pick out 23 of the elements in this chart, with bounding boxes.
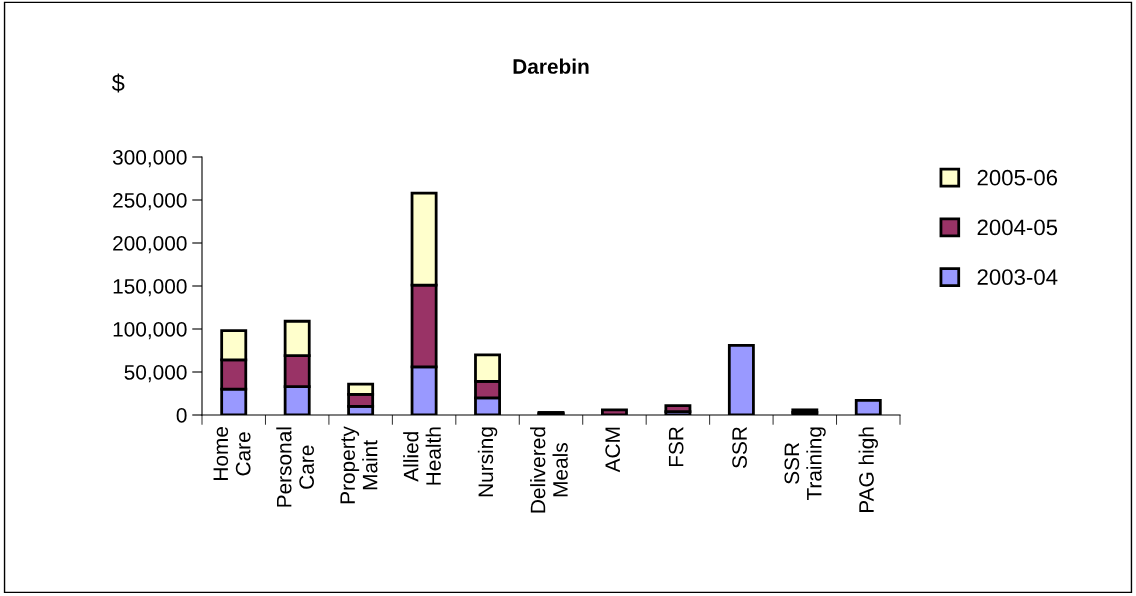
x-tick-label: ACM bbox=[605, 427, 621, 473]
chart-title: Darebin bbox=[513, 58, 589, 74]
x-tick-label: Nursing bbox=[477, 427, 498, 497]
x-tick-label: Home Care bbox=[213, 427, 251, 480]
x-tick-label: PAG high bbox=[858, 427, 878, 513]
y-tick-label: 50,000 bbox=[124, 365, 187, 383]
x-tick-label: Property Maint bbox=[340, 426, 378, 504]
x-tick-label: FSR bbox=[668, 427, 684, 467]
x-tick-label: SSR Training bbox=[784, 427, 826, 501]
x-tick-label: Personal Care bbox=[276, 427, 314, 507]
y-tick-label: 300,000 bbox=[112, 150, 187, 168]
legend-label: 2003-04 bbox=[977, 269, 1058, 285]
y-tick-label: 250,000 bbox=[113, 193, 187, 211]
x-tick-label: Delivered Meals bbox=[530, 427, 568, 513]
legend-label: 2005-06 bbox=[977, 169, 1058, 186]
y-axis-title: $ bbox=[111, 73, 125, 93]
y-tick-label: 200,000 bbox=[113, 236, 187, 254]
y-tick-label: 0 bbox=[176, 408, 187, 423]
legend-label: 2004-05 bbox=[977, 219, 1058, 236]
x-tick-label: Allied Health bbox=[403, 427, 441, 485]
x-tick-label: SSR bbox=[732, 427, 747, 468]
y-tick-label: 150,000 bbox=[113, 279, 187, 297]
y-tick-label: 100,000 bbox=[113, 322, 187, 340]
